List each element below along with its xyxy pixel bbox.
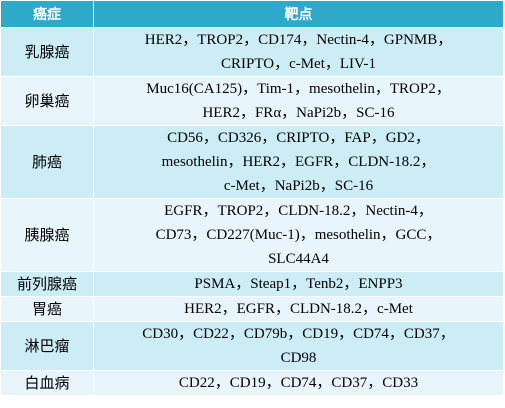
cancer-cell: 肺癌 — [0, 125, 94, 199]
target-line: CD22，CD19，CD74，CD37，CD33 — [178, 375, 419, 391]
target-line: EGFR，TROP2，CLDN-18.2，Nectin-4， — [164, 203, 433, 219]
target-line: PSMA，Steap1，Tenb2，ENPP3 — [194, 276, 403, 292]
target-line: CD73，CD227(Muc-1)，mesothelin，GCC， — [155, 227, 442, 243]
cancer-cell: 胃癌 — [0, 296, 94, 322]
table-row: 胃癌 HER2，EGFR，CLDN-18.2，c-Met — [0, 296, 504, 322]
targets-cell: EGFR，TROP2，CLDN-18.2，Nectin-4， CD73，CD22… — [93, 198, 504, 272]
target-line: c-Met，NaPi2b，SC-16 — [223, 178, 374, 194]
targets-cell: CD22，CD19，CD74，CD37，CD33 — [93, 370, 504, 396]
target-line: HER2，EGFR，CLDN-18.2，c-Met — [184, 301, 413, 317]
table-row: 前列腺癌 PSMA，Steap1，Tenb2，ENPP3 — [0, 271, 504, 297]
cancer-cell: 淋巴瘤 — [0, 321, 94, 371]
target-line: mesothelin，HER2，EGFR，CLDN-18.2， — [161, 154, 436, 170]
targets-cell: HER2，EGFR，CLDN-18.2，c-Met — [93, 296, 504, 322]
table-row: 白血病 CD22，CD19，CD74，CD37，CD33 — [0, 370, 504, 396]
table-row: 淋巴瘤 CD30，CD22，CD79b，CD19，CD74，CD37， CD98 — [0, 321, 504, 371]
cancer-cell: 胰腺癌 — [0, 198, 94, 272]
target-line: CD98 — [280, 350, 317, 366]
header-targets: 靶点 — [93, 0, 504, 28]
targets-cell: Muc16(CA125)，Tim-1，mesothelin，TROP2， HER… — [93, 76, 504, 126]
table-row: 肺癌 CD56，CD326，CRIPTO，FAP，GD2， mesothelin… — [0, 125, 504, 199]
cancer-cell: 卵巢癌 — [0, 76, 94, 126]
table-row: 乳腺癌 HER2，TROP2，CD174，Nectin-4，GPNMB， CRI… — [0, 27, 504, 77]
cancer-target-table: 癌症 靶点 乳腺癌 HER2，TROP2，CD174，Nectin-4，GPNM… — [0, 0, 504, 396]
header-cancer: 癌症 — [0, 0, 94, 28]
target-line: HER2，TROP2，CD174，Nectin-4，GPNMB， — [144, 32, 453, 48]
cancer-cell: 乳腺癌 — [0, 27, 94, 77]
target-line: CD30，CD22，CD79b，CD19，CD74，CD37， — [142, 326, 455, 342]
cancer-cell: 白血病 — [0, 370, 94, 396]
target-line: CD56，CD326，CRIPTO，FAP，GD2， — [167, 130, 430, 146]
target-line: Muc16(CA125)，Tim-1，mesothelin，TROP2， — [146, 81, 451, 97]
targets-cell: PSMA，Steap1，Tenb2，ENPP3 — [93, 271, 504, 297]
table-row: 胰腺癌 EGFR，TROP2，CLDN-18.2，Nectin-4， CD73，… — [0, 198, 504, 272]
targets-cell: CD56，CD326，CRIPTO，FAP，GD2， mesothelin，HE… — [93, 125, 504, 199]
table-row: 卵巢癌 Muc16(CA125)，Tim-1，mesothelin，TROP2，… — [0, 76, 504, 126]
target-line: CRIPTO，c-Met，LIV-1 — [221, 56, 376, 72]
target-line: SLC44A4 — [268, 251, 329, 267]
target-line: HER2，FRα，NaPi2b，SC-16 — [202, 105, 395, 121]
table-header-row: 癌症 靶点 — [0, 0, 504, 28]
targets-cell: CD30，CD22，CD79b，CD19，CD74，CD37， CD98 — [93, 321, 504, 371]
cancer-cell: 前列腺癌 — [0, 271, 94, 297]
targets-cell: HER2，TROP2，CD174，Nectin-4，GPNMB， CRIPTO，… — [93, 27, 504, 77]
